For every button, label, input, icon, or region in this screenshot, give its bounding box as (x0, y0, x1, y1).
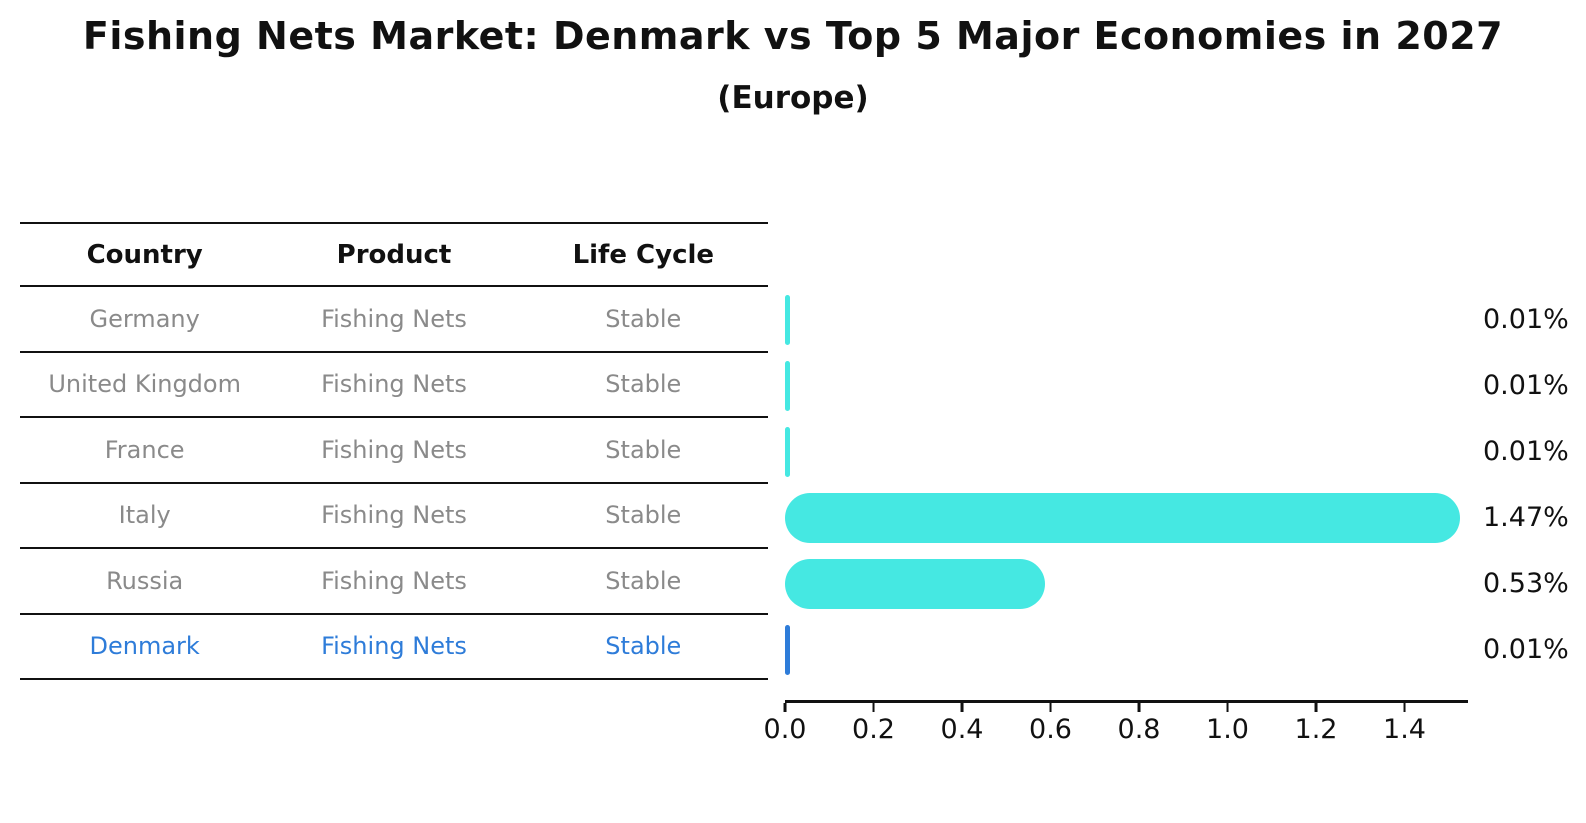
life-cycle-cell: Stable (605, 501, 682, 530)
country-cell: Italy (118, 501, 171, 530)
x-axis-tick: 0.8 (1118, 703, 1161, 745)
value-label: 0.01% (1483, 436, 1569, 467)
product-cell: Fishing Nets (321, 304, 467, 333)
country-table: Country Product Life Cycle Germany Fishi… (20, 222, 768, 680)
bar-italy (785, 493, 1461, 543)
bar-france (785, 427, 790, 477)
life-cycle-cell: Stable (605, 370, 682, 399)
life-cycle-cell: Stable (605, 632, 682, 661)
table-header-row: Country Product Life Cycle (20, 222, 768, 287)
country-cell: Germany (89, 304, 200, 333)
bar-germany (785, 295, 790, 345)
table-row: Germany Fishing Nets Stable (20, 287, 768, 353)
x-axis-tick: 0.6 (1029, 703, 1072, 745)
product-cell: Fishing Nets (321, 435, 467, 464)
value-label: 0.01% (1483, 304, 1569, 335)
table-row: Russia Fishing Nets Stable (20, 549, 768, 615)
bar-russia (785, 559, 1045, 609)
value-label: 0.53% (1483, 568, 1569, 599)
x-axis-tick: 0.4 (941, 703, 984, 745)
life-cycle-cell: Stable (605, 304, 682, 333)
bar-united-kingdom (785, 361, 790, 411)
x-axis-tick: 1.4 (1383, 703, 1426, 745)
table-row-highlighted: Denmark Fishing Nets Stable (20, 615, 768, 680)
country-cell: Russia (106, 566, 184, 595)
product-cell: Fishing Nets (321, 632, 467, 661)
value-label: 1.47% (1483, 502, 1569, 533)
column-header-life-cycle: Life Cycle (572, 239, 715, 270)
bar-denmark (785, 625, 790, 675)
chart-title: Fishing Nets Market: Denmark vs Top 5 Ma… (82, 14, 1504, 58)
chart-subtitle: (Europe) (717, 80, 869, 116)
table-row: France Fishing Nets Stable (20, 418, 768, 484)
life-cycle-cell: Stable (605, 566, 682, 595)
country-cell: France (104, 435, 185, 464)
product-cell: Fishing Nets (321, 370, 467, 399)
x-axis: 0.0 0.2 0.4 0.6 0.8 1.0 1.2 1.4 (764, 700, 1468, 745)
table-row: Italy Fishing Nets Stable (20, 484, 768, 549)
product-cell: Fishing Nets (321, 566, 467, 595)
column-header-country: Country (86, 239, 203, 270)
value-label: 0.01% (1483, 370, 1569, 401)
value-label: 0.01% (1483, 634, 1569, 665)
x-axis-tick: 0.2 (852, 703, 895, 745)
x-axis-tick: 1.2 (1295, 703, 1338, 745)
x-axis-tick: 1.0 (1206, 703, 1249, 745)
table-row: United Kingdom Fishing Nets Stable (20, 353, 768, 418)
column-header-product: Product (336, 239, 452, 270)
product-cell: Fishing Nets (321, 501, 467, 530)
life-cycle-cell: Stable (605, 435, 682, 464)
country-cell: United Kingdom (48, 370, 241, 399)
x-axis-tick: 0.0 (764, 703, 807, 745)
country-cell: Denmark (89, 632, 200, 661)
